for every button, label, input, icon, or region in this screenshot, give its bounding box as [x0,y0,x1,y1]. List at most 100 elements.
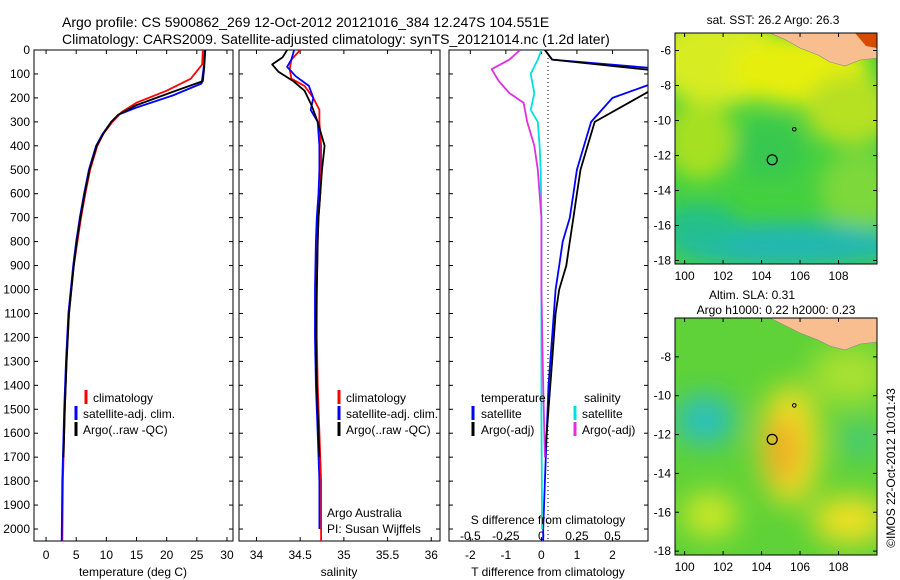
x-tick-label: 0 [43,548,50,562]
y-tick-label: 600 [10,187,30,201]
lon-tick-label: 106 [790,560,810,574]
christmas-island-marker [791,126,797,132]
lat-tick-label: -6 [660,44,671,58]
y-tick-label: 800 [10,235,30,249]
difference-panel: -2 -1 0 1 2 -0.5 -0.25 0 0.25 0.5 T difference f… [448,49,649,579]
legend-title-temperature: temperature [481,391,546,405]
lat-tick-label: -14 [654,184,672,198]
lat-tick-label: -12 [654,149,672,163]
difference-top-axis: -0.5 -0.25 0 0.25 0.5 [460,529,621,543]
imos-timestamp: ©IMOS 22-Oct-2012 10:01:43 [884,388,898,548]
temperature-x-axis: 0 5 10 15 20 25 30 [43,50,234,562]
java-landmass [769,317,877,351]
x-tick-label: 1 [574,548,581,562]
s-diff-tick-label: 0.5 [604,529,621,543]
difference-plot-frame [448,49,649,542]
figure-title-line2: Climatology: CARS2009. Satellite-adjuste… [62,31,610,47]
legend-label-s-argo: Argo(-adj) [582,423,635,437]
y-tick-label: 2000 [3,522,30,536]
x-tick-label: 34.5 [288,548,312,562]
java-landmass [769,33,877,67]
difference-legend-salinity: salinity satellite Argo(-adj) [573,391,635,437]
difference-y-ticks [449,49,648,530]
y-tick-label: 1700 [3,450,30,464]
lat-tick-label: -18 [654,544,672,558]
legend-label-satellite: satellite-adj. clim. [346,407,438,421]
sst-map-axes: 100 102 104 106 108 -6 -8 -10 -12 -14 -16 -18 [654,33,877,283]
x-tick-label: 30 [220,548,234,562]
difference-x-label: T difference from climatology [471,565,625,579]
x-tick-label: 5 [73,548,80,562]
lon-tick-label: 102 [713,269,733,283]
legend-label-argo: Argo(..raw -QC) [83,423,168,437]
lon-tick-label: 106 [790,269,810,283]
y-tick-label: 900 [10,259,30,273]
legend-label-climatology: climatology [93,391,153,405]
lon-tick-label: 102 [713,560,733,574]
sla-map-subtitle: Argo h1000: 0.22 h2000: 0.23 [697,303,856,317]
argo-position-marker [766,154,778,166]
lat-tick-label: -18 [654,254,672,268]
x-tick-label: 10 [100,548,114,562]
lat-tick-label: -8 [660,350,671,364]
lon-tick-label: 104 [752,269,772,283]
x-tick-label: -2 [465,548,476,562]
x-tick-label: 34 [250,548,264,562]
y-tick-label: 1600 [3,426,30,440]
y-tick-label: 200 [10,91,30,105]
y-tick-label: 500 [10,163,30,177]
sla-map: Altim. SLA: 0.31 Argo h1000: 0.22 h2000:… [654,288,878,574]
argo-position-marker [766,433,778,445]
s-diff-tick-label: -0.5 [460,529,481,543]
sla-map-title: Altim. SLA: 0.31 [709,288,795,302]
sla-map-axes: 100 102 104 106 108 -8 -10 -12 -14 -16 -18 [654,318,877,574]
lon-tick-label: 108 [829,269,849,283]
salinity-series [271,50,326,541]
temperature-x-label: temperature (deg C) [79,565,187,579]
lat-tick-label: -14 [654,466,672,480]
temperature-plot-frame [33,49,234,542]
y-tick-label: 1500 [3,402,30,416]
series-line-s-argo-adj- [490,50,546,458]
x-tick-label: -1 [501,548,512,562]
x-tick-label: 25 [190,548,204,562]
x-tick-label: 35 [337,548,351,562]
lat-tick-label: -16 [654,219,672,233]
salinity-y-ticks [239,49,440,530]
annotation-argo-australia: Argo Australia [327,506,402,520]
difference-top-label: S difference from climatology [471,513,626,527]
x-tick-label: 15 [130,548,144,562]
difference-x-axis: -2 -1 0 1 2 [465,50,616,562]
y-tick-label: 1000 [3,283,30,297]
lon-tick-label: 108 [829,560,849,574]
s-diff-tick-label: -0.25 [492,529,520,543]
s-diff-tick-label: 0.25 [565,529,589,543]
difference-legend-temperature: temperature satellite Argo(-adj) [471,391,546,437]
legend-label-t-argo: Argo(-adj) [481,423,534,437]
land-warm-patch [855,33,877,48]
x-tick-label: 2 [609,548,616,562]
series-line-argo-raw-qc- [271,50,326,458]
x-tick-label: 20 [160,548,174,562]
temperature-series [60,50,207,541]
lon-tick-label: 100 [675,560,695,574]
temperature-y-axis: 0 100 200 300 400 500 600 700 800 900 1000 1100 1200… [3,43,233,536]
lon-tick-label: 100 [675,269,695,283]
salinity-plot-frame [238,49,441,542]
legend-label-satellite: satellite-adj. clim. [83,407,175,421]
lat-tick-label: -12 [654,428,672,442]
legend-label-t-satellite: satellite [481,407,522,421]
legend-label-s-satellite: satellite [582,407,623,421]
legend-title-salinity: salinity [584,391,621,405]
y-tick-label: 1100 [4,306,30,320]
y-tick-label: 0 [23,43,30,57]
christmas-island-marker [791,403,797,408]
sla-field-features [675,345,877,544]
sst-map-frame [674,32,878,265]
lat-tick-label: -16 [654,505,672,519]
legend-label-climatology: climatology [346,391,406,405]
salinity-legend: climatology satellite-adj. clim. Argo(..… [337,390,438,437]
y-tick-label: 700 [10,211,30,225]
salinity-panel: 34 34.5 35 35.5 36 salinity climatology sate… [238,49,441,579]
x-tick-label: 0 [538,548,545,562]
